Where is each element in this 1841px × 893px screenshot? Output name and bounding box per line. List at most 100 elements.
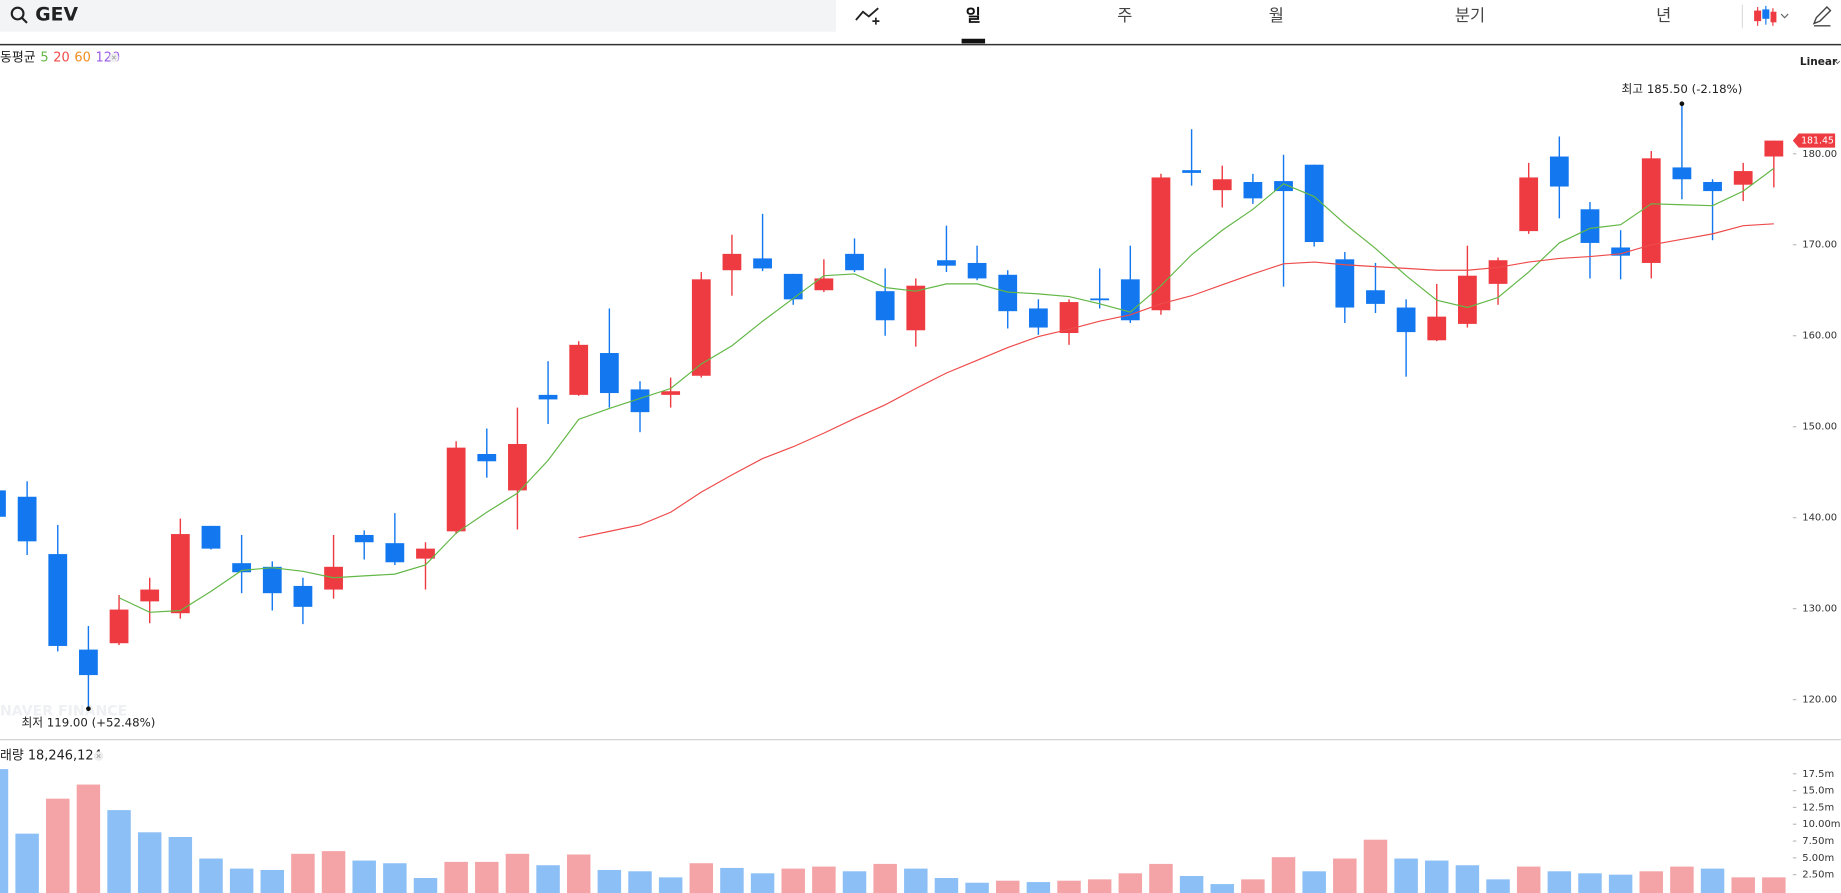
volume-title: 래량 18,246,124: [0, 749, 102, 764]
candle-body: [814, 278, 834, 291]
volume-bar: [995, 880, 1020, 893]
volume-bar: [413, 878, 438, 893]
chart-type-button[interactable]: [1754, 5, 1789, 26]
tab[interactable]: 주: [1117, 6, 1132, 25]
candle-body: [1458, 275, 1477, 324]
candle-body: [1304, 164, 1324, 243]
candle-body: [1212, 179, 1232, 191]
volume-bar: [1578, 873, 1602, 893]
candle-body: [1427, 316, 1447, 341]
volume-bar: [689, 863, 714, 893]
volume-bar: [720, 867, 744, 893]
candle-body: [79, 649, 98, 676]
price-tag: [1792, 133, 1836, 148]
candle-body: [170, 534, 190, 614]
volume-bar: [444, 861, 468, 893]
volume-bar: [1057, 880, 1081, 893]
volume-bar: [1210, 884, 1234, 893]
tab[interactable]: 일: [966, 6, 981, 25]
tab[interactable]: 분기: [1455, 6, 1485, 25]
volume-bar: [1547, 871, 1572, 893]
candle-body: [1090, 298, 1110, 301]
close-button[interactable]: [93, 751, 104, 761]
volume-bar: [137, 832, 162, 893]
candle-body: [1488, 260, 1508, 284]
candle-body: [845, 253, 864, 271]
volume-bar: [781, 868, 805, 893]
scale-label[interactable]: Linear: [1800, 56, 1838, 68]
y-tick-label: 7.50m: [1802, 836, 1834, 847]
y-tick-label: 5.00m: [1802, 853, 1834, 864]
volume-bar: [1516, 866, 1541, 893]
scale-chevron[interactable]: [1834, 60, 1841, 65]
y-tick-label: 160.00: [1802, 331, 1837, 342]
candle-body: [1703, 181, 1722, 192]
candle-body: [875, 291, 895, 321]
candle-body: [293, 585, 313, 607]
volume-bar: [15, 833, 39, 893]
close-button[interactable]: [109, 52, 119, 63]
search-text[interactable]: GEV: [35, 5, 78, 26]
volume-bar: [566, 854, 591, 893]
tab[interactable]: 월: [1269, 6, 1284, 25]
candle-body: [1028, 308, 1048, 328]
candle-body: [1120, 279, 1140, 321]
search-box[interactable]: [0, 0, 836, 32]
y-tick-label: 120.00: [1802, 695, 1837, 706]
max-marker: [1679, 101, 1685, 107]
candle-body: [691, 279, 711, 376]
candle-body: [508, 443, 527, 491]
volume-bar: [1670, 866, 1694, 893]
draw-button[interactable]: [1812, 6, 1832, 27]
y-tick-label: 170.00: [1802, 240, 1837, 251]
min-marker: [86, 706, 91, 712]
volume-bar: [352, 860, 376, 893]
volume-bar: [107, 810, 131, 893]
volume-bar: [1302, 871, 1326, 893]
candle-body: [538, 394, 558, 400]
volume-bar: [1639, 871, 1664, 893]
candle-body: [661, 391, 681, 395]
candle-body: [385, 543, 405, 563]
candle-body: [140, 589, 160, 602]
volume-bar: [1271, 857, 1296, 893]
volume-bar: [812, 866, 836, 893]
volume-bar: [658, 877, 683, 893]
volume-bar: [229, 868, 254, 893]
search-icon[interactable]: [21, 17, 28, 24]
candle-body: [1549, 156, 1569, 187]
volume-bar: [260, 869, 285, 893]
ma-legend: 동평균 5 20 60 120: [0, 50, 120, 65]
candle-body: [1580, 209, 1600, 243]
volume-bar: [934, 878, 959, 893]
candle-body: [1519, 177, 1539, 232]
candle-body: [1274, 181, 1293, 192]
candle-body: [1335, 259, 1355, 308]
candle-body: [201, 525, 221, 549]
y-tick-label: 130.00: [1802, 604, 1837, 615]
volume-bar: [1087, 879, 1112, 893]
candle-body: [783, 273, 803, 300]
ma-legend-entry: 5: [40, 50, 48, 65]
indicator-icon[interactable]: [855, 7, 879, 21]
max-label: 최고 185.50 (-2.18%): [1622, 82, 1743, 96]
volume-bar: [321, 851, 346, 893]
volume-bar: [1608, 874, 1633, 893]
volume-bar: [1149, 863, 1173, 893]
y-tick-label: 150.00: [1802, 422, 1837, 433]
candle-body: [1059, 302, 1079, 334]
volume-bar: [965, 882, 989, 893]
search-icon[interactable]: [10, 6, 25, 21]
y-tick-label: 140.00: [1802, 513, 1837, 524]
volume-bar: [536, 865, 560, 893]
candle-body: [1672, 167, 1692, 180]
candle-body: [630, 389, 650, 413]
volume-bar: [842, 871, 867, 893]
candle-body: [1243, 181, 1263, 199]
candle-body: [1764, 140, 1784, 157]
tab[interactable]: 년: [1656, 6, 1671, 25]
candle-body: [477, 454, 497, 462]
indicator-icon[interactable]: [872, 17, 880, 25]
volume-bar: [904, 868, 928, 893]
ma-legend-label: 동평균: [0, 50, 36, 65]
